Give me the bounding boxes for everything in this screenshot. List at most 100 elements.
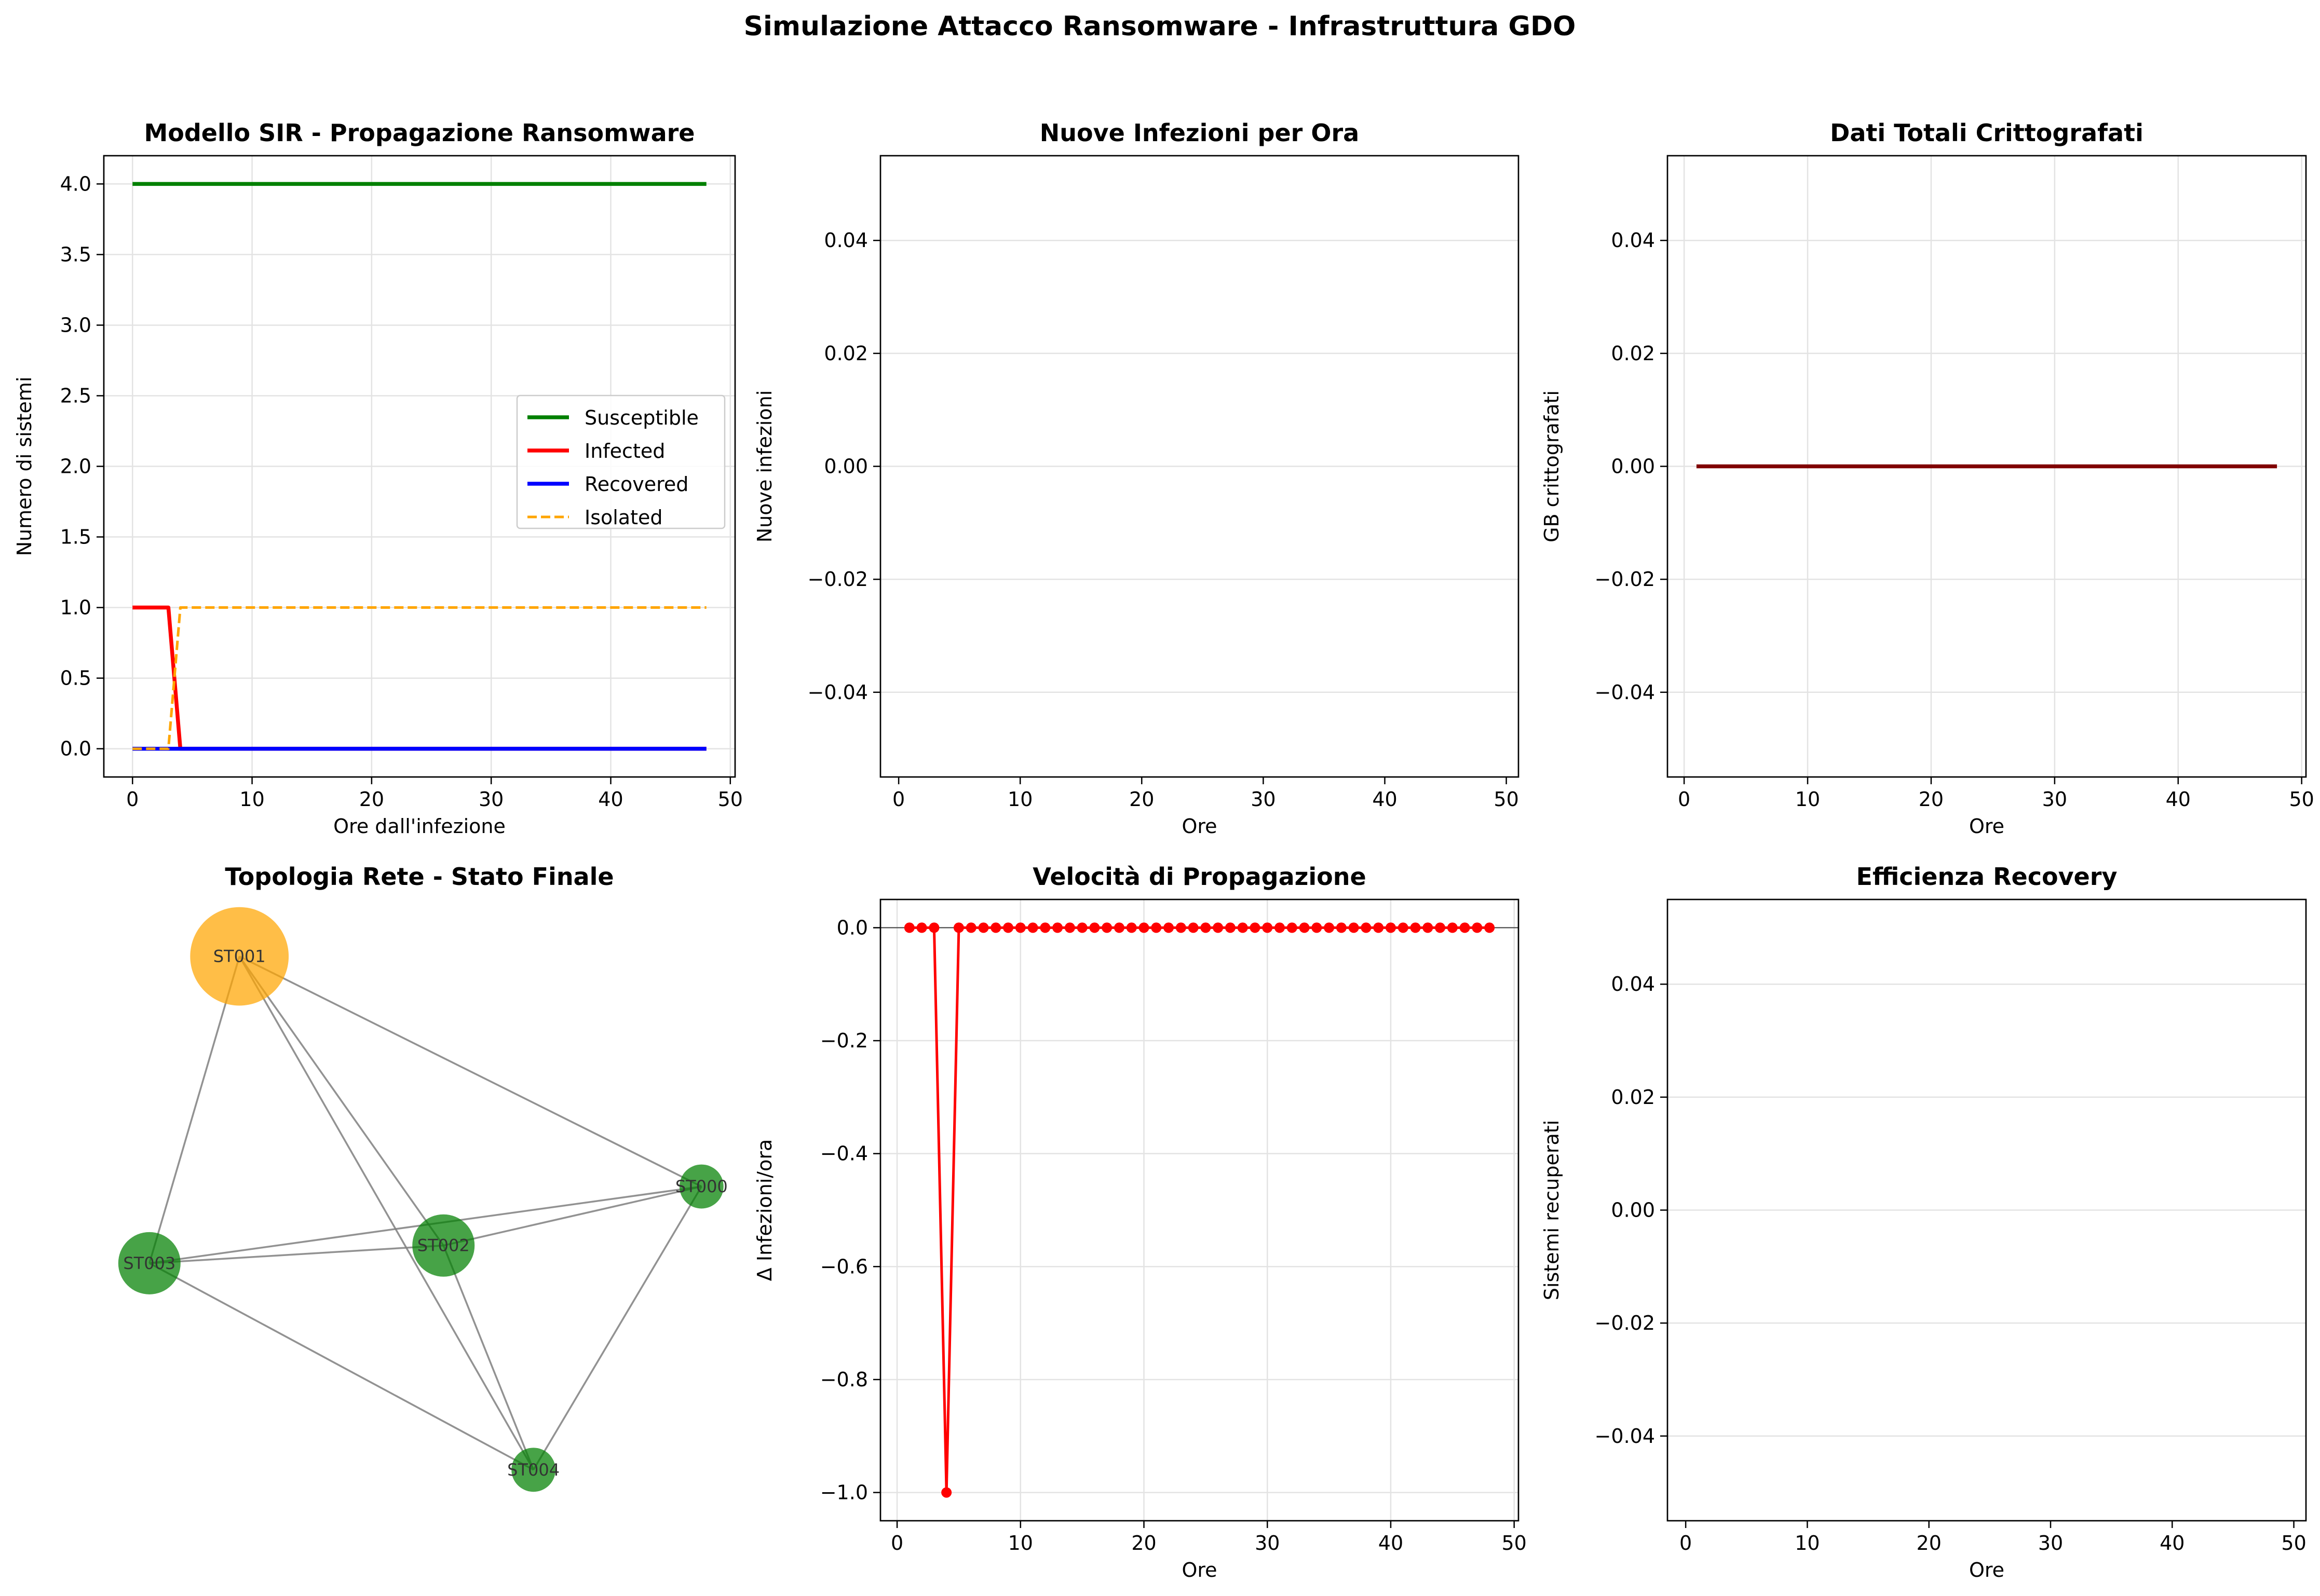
chart-recovery: Efficienza Recovery 0 10 20 30 40 50 −0.04 −0.02… — [1540, 863, 2307, 1581]
chart-title: Modello SIR - Propagazione Ransomware — [144, 119, 695, 147]
x-tick-label: 30 — [2042, 788, 2067, 811]
data-point — [1126, 922, 1137, 933]
x-tick-label: 50 — [2289, 788, 2314, 811]
network-edge — [533, 1186, 702, 1470]
network-edge — [442, 1245, 535, 1470]
data-point — [1015, 922, 1026, 933]
data-point — [1114, 922, 1124, 933]
data-point — [1299, 922, 1310, 933]
y-axis-label: Δ Infezioni/ora — [753, 1139, 776, 1281]
y-axis-label: Nuove infezioni — [753, 390, 776, 543]
data-point — [1064, 922, 1075, 933]
x-tick-label: 40 — [1372, 788, 1397, 811]
data-point — [904, 922, 915, 933]
network-node-label: ST003 — [123, 1253, 175, 1273]
y-tick-label: 3.5 — [60, 243, 91, 266]
network-node-st004 — [511, 1448, 556, 1492]
network-node-label: ST004 — [507, 1460, 560, 1480]
chart-speed: Velocità di Propagazione 0 10 20 30 40 50 −1.0 −… — [753, 863, 1527, 1581]
x-tick-label: 20 — [1917, 1532, 1942, 1554]
legend: Susceptible Infected Recovered Isolated — [516, 394, 726, 529]
x-tick-label: 50 — [718, 788, 743, 811]
y-tick-label: 0.02 — [1611, 342, 1655, 365]
y-tick-label: 0.5 — [60, 667, 91, 690]
legend-label: Susceptible — [585, 406, 699, 429]
y-tick-label: 0.02 — [824, 342, 868, 365]
chart-topology: Topologia Rete - Stato FinaleST001ST000S… — [118, 863, 728, 1492]
x-tick-label: 30 — [2038, 1532, 2063, 1554]
y-tick-label: −0.6 — [820, 1255, 868, 1278]
x-tick-label: 20 — [1131, 1532, 1156, 1554]
y-tick-label: 4.0 — [60, 172, 91, 195]
y-tick-label: −0.04 — [808, 681, 868, 704]
x-tick-label: 40 — [2166, 788, 2191, 811]
y-tick-label: −0.02 — [1595, 1312, 1655, 1334]
chart-title: Velocità di Propagazione — [1033, 863, 1366, 891]
y-tick-label: −0.04 — [1595, 1425, 1655, 1448]
data-point — [1484, 922, 1495, 933]
x-tick-label: 40 — [1378, 1532, 1403, 1554]
data-point — [1003, 922, 1014, 933]
y-axis-label: Sistemi recuperati — [1540, 1120, 1563, 1300]
x-tick-label: 20 — [1129, 788, 1154, 811]
network-node-st003 — [118, 1232, 181, 1294]
grid — [1667, 983, 2306, 1437]
y-tick-label: 0.00 — [1611, 455, 1655, 478]
chart-sir: Modello SIR - Propagazione Ransomware 0 10… — [13, 119, 743, 838]
x-axis-label: Ore — [1969, 1559, 2004, 1581]
network-edge — [149, 1244, 444, 1264]
data-point — [1422, 922, 1433, 933]
figure-suptitle: Simulazione Attacco Ransomware - Infrast… — [744, 11, 1576, 42]
x-tick-label: 10 — [1008, 1532, 1033, 1554]
data-point — [941, 1487, 952, 1498]
x-axis-label: Ore — [1969, 815, 2004, 838]
data-point — [1163, 922, 1174, 933]
x-tick-label: 10 — [1795, 788, 1820, 811]
data-point — [1274, 922, 1285, 933]
axes-frame — [879, 898, 1519, 1522]
x-tick-label: 10 — [239, 788, 264, 811]
data-point — [1410, 922, 1421, 933]
x-tick-label: 40 — [598, 788, 623, 811]
data-point — [978, 922, 989, 933]
charts-layer: Modello SIR - Propagazione Ransomware 0 10… — [13, 119, 2314, 1581]
legend-label: Infected — [585, 440, 665, 462]
chart-title: Topologia Rete - Stato Finale — [225, 863, 614, 891]
y-tick-label: −0.04 — [1595, 681, 1655, 704]
data-point — [1188, 922, 1199, 933]
data-point — [1262, 922, 1273, 933]
legend-label: Recovered — [585, 473, 688, 496]
x-tick-label: 20 — [1919, 788, 1944, 811]
y-tick-label: 0.00 — [824, 455, 868, 478]
series-isolated — [132, 606, 707, 751]
y-axis-label: Numero di sistemi — [13, 377, 36, 556]
data-point — [1077, 922, 1088, 933]
data-point — [1200, 922, 1211, 933]
data-point — [1225, 922, 1236, 933]
y-tick-label: 0.0 — [60, 738, 91, 760]
x-tick-label: 40 — [2160, 1532, 2185, 1554]
legend-frame — [516, 394, 726, 529]
x-tick-label: 20 — [359, 788, 384, 811]
x-axis-label: Ore dall'infezione — [333, 815, 506, 838]
network-edge — [239, 956, 702, 1188]
chart-new_infections: Nuove Infezioni per Ora 0 10 20 30 40 50 −0.04 −… — [753, 119, 1519, 838]
data-point — [1435, 922, 1446, 933]
data-point — [1151, 922, 1162, 933]
network-edge — [148, 1262, 534, 1471]
y-tick-label: −0.4 — [820, 1142, 868, 1165]
chart-encrypted: Dati Totali Crittografati 0 10 20 30 40 50 −0.0… — [1540, 119, 2314, 838]
chart-title: Dati Totali Crittografati — [1830, 119, 2143, 147]
data-point — [1040, 922, 1051, 933]
network-node-st002 — [412, 1214, 475, 1277]
y-tick-label: 0.00 — [1611, 1199, 1655, 1222]
data-point — [1175, 922, 1186, 933]
data-point — [1089, 922, 1100, 933]
data-point — [1027, 922, 1038, 933]
x-axis-label: Ore — [1182, 815, 1217, 838]
x-tick-label: 10 — [1795, 1532, 1820, 1554]
data-point — [1373, 922, 1384, 933]
y-tick-label: −0.02 — [1595, 568, 1655, 591]
data-point — [1237, 922, 1248, 933]
